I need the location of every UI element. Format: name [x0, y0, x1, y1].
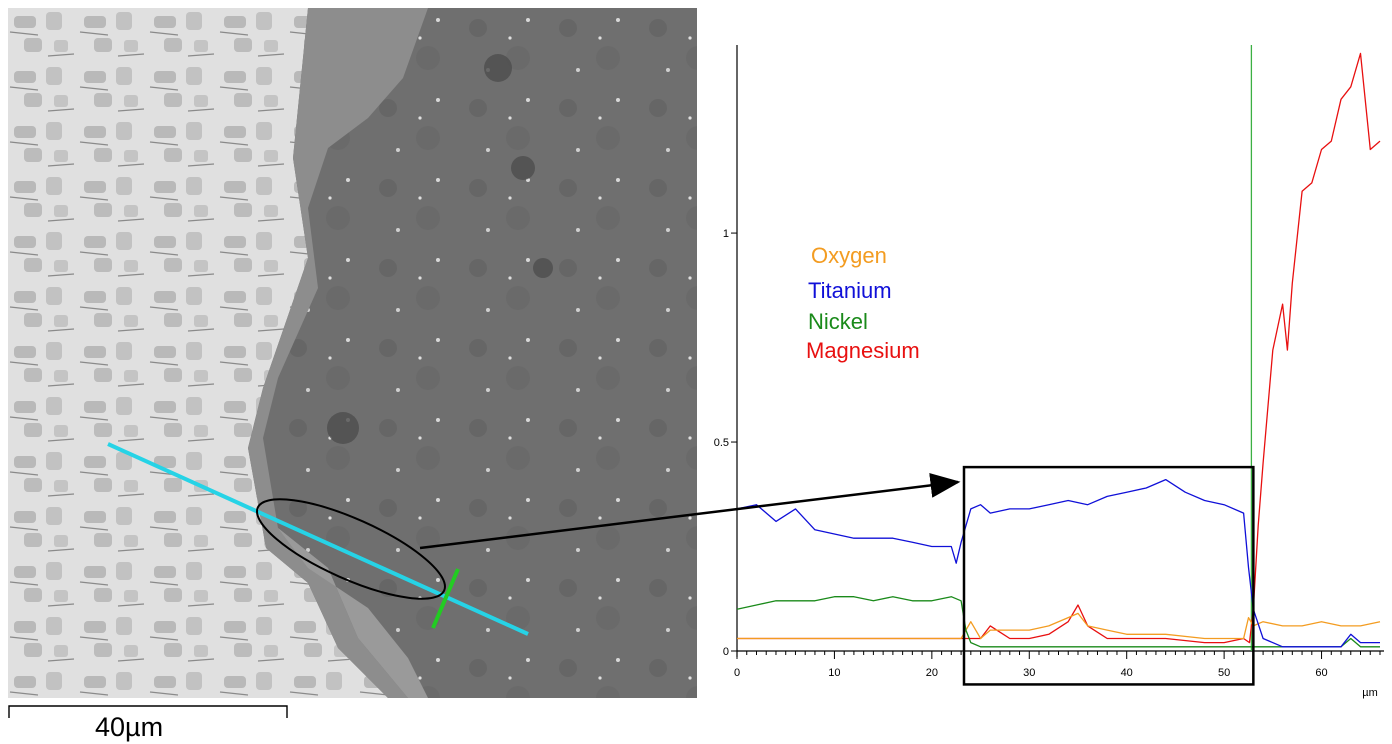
x-tick-label: 10 — [828, 667, 840, 679]
oxygen-series-line — [737, 612, 1381, 640]
legend-titanium: Titanium — [808, 278, 892, 303]
scale-bar-label: 40µm — [95, 712, 164, 742]
zoom-highlight-box — [962, 465, 1255, 686]
x-tick-label: 0 — [734, 667, 740, 679]
x-tick-label: 50 — [1218, 667, 1230, 679]
y-tick-label: 1 — [723, 228, 729, 240]
legend-nickel: Nickel — [808, 309, 868, 334]
x-tick-label: 60 — [1315, 667, 1327, 679]
x-tick-label: 20 — [926, 667, 938, 679]
x-tick-label: 30 — [1023, 667, 1035, 679]
x-tick-label: 40 — [1121, 667, 1133, 679]
y-tick-label: 0.5 — [714, 437, 729, 449]
line-scan-chart: 0 10 20 30 40 50 60 0 0.5 1 µm — [714, 45, 1384, 699]
legend-oxygen: Oxygen — [811, 243, 887, 268]
x-axis-label: µm — [1362, 687, 1378, 699]
y-tick-label: 0 — [723, 646, 729, 658]
legend-magnesium: Magnesium — [806, 338, 920, 363]
sem-micrograph — [8, 8, 697, 698]
scale-bar — [8, 705, 288, 718]
